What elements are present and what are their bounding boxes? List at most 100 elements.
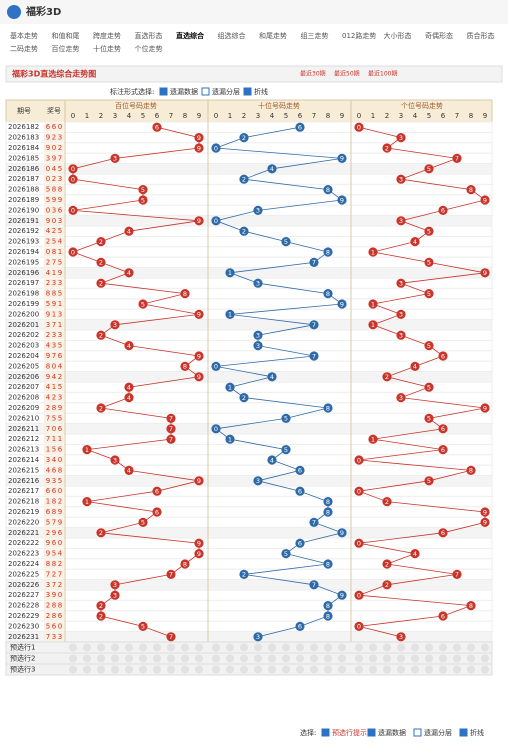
preselect-ball[interactable] <box>167 643 175 652</box>
preselect-ball[interactable] <box>369 643 377 652</box>
preselect-ball[interactable] <box>240 654 248 663</box>
nav-tab[interactable]: 和值和尾 <box>52 31 80 40</box>
preselect-ball[interactable] <box>195 643 203 652</box>
preselect-ball[interactable] <box>481 643 489 652</box>
preselect-ball[interactable] <box>195 665 203 674</box>
preselect-ball[interactable] <box>111 654 119 663</box>
preselect-ball[interactable] <box>282 665 290 674</box>
preselect-ball[interactable] <box>355 665 363 674</box>
preselect-ball[interactable] <box>139 643 147 652</box>
preselect-ball[interactable] <box>425 665 433 674</box>
nav-tab[interactable]: 奇偶形态 <box>425 31 453 40</box>
checkbox[interactable] <box>321 728 330 737</box>
preselect-ball[interactable] <box>139 665 147 674</box>
preselect-ball[interactable] <box>397 654 405 663</box>
preselect-ball[interactable] <box>212 654 220 663</box>
preselect-ball[interactable] <box>338 643 346 652</box>
preselect-ball[interactable] <box>453 665 461 674</box>
checkbox[interactable] <box>159 87 168 96</box>
nav-tab[interactable]: 和尾走势 <box>259 31 287 40</box>
preselect-ball[interactable] <box>324 665 332 674</box>
range-link[interactable]: 最近30期 <box>300 70 326 78</box>
range-link[interactable]: 最近100期 <box>368 70 397 78</box>
preselect-ball[interactable] <box>481 665 489 674</box>
preselect-ball[interactable] <box>111 665 119 674</box>
preselect-ball[interactable] <box>369 665 377 674</box>
preselect-ball[interactable] <box>397 665 405 674</box>
preselect-ball[interactable] <box>97 643 105 652</box>
preselect-ball[interactable] <box>226 665 234 674</box>
preselect-ball[interactable] <box>97 665 105 674</box>
preselect-ball[interactable] <box>268 654 276 663</box>
checkbox[interactable] <box>201 87 210 96</box>
preselect-ball[interactable] <box>212 665 220 674</box>
preselect-ball[interactable] <box>69 654 77 663</box>
preselect-ball[interactable] <box>355 654 363 663</box>
preselect-ball[interactable] <box>439 665 447 674</box>
preselect-ball[interactable] <box>411 665 419 674</box>
nav-tab[interactable]: 质合形态 <box>467 31 495 40</box>
preselect-ball[interactable] <box>181 665 189 674</box>
preselect-ball[interactable] <box>425 654 433 663</box>
preselect-ball[interactable] <box>97 654 105 663</box>
preselect-ball[interactable] <box>254 643 262 652</box>
preselect-ball[interactable] <box>83 643 91 652</box>
checkbox[interactable] <box>413 728 422 737</box>
preselect-ball[interactable] <box>125 665 133 674</box>
preselect-ball[interactable] <box>254 665 262 674</box>
nav-tab[interactable]: 组选综合 <box>218 31 246 40</box>
preselect-ball[interactable] <box>467 654 475 663</box>
preselect-ball[interactable] <box>195 654 203 663</box>
preselect-ball[interactable] <box>282 643 290 652</box>
preselect-ball[interactable] <box>369 654 377 663</box>
preselect-ball[interactable] <box>296 643 304 652</box>
preselect-ball[interactable] <box>439 654 447 663</box>
preselect-ball[interactable] <box>240 665 248 674</box>
preselect-ball[interactable] <box>383 654 391 663</box>
preselect-ball[interactable] <box>383 643 391 652</box>
checkbox[interactable] <box>459 728 468 737</box>
preselect-ball[interactable] <box>338 665 346 674</box>
preselect-ball[interactable] <box>167 654 175 663</box>
preselect-ball[interactable] <box>324 654 332 663</box>
preselect-ball[interactable] <box>324 643 332 652</box>
preselect-ball[interactable] <box>139 654 147 663</box>
nav-tab[interactable]: 百位走势 <box>52 44 80 53</box>
preselect-ball[interactable] <box>439 643 447 652</box>
preselect-ball[interactable] <box>397 643 405 652</box>
preselect-ball[interactable] <box>338 654 346 663</box>
preselect-ball[interactable] <box>83 665 91 674</box>
preselect-ball[interactable] <box>125 643 133 652</box>
preselect-ball[interactable] <box>453 643 461 652</box>
preselect-ball[interactable] <box>268 643 276 652</box>
preselect-ball[interactable] <box>69 665 77 674</box>
preselect-ball[interactable] <box>125 654 133 663</box>
preselect-ball[interactable] <box>310 665 318 674</box>
nav-tab[interactable]: 二码走势 <box>10 44 38 53</box>
range-link[interactable]: 最近50期 <box>334 70 360 78</box>
nav-tab[interactable]: 大小形态 <box>384 31 412 40</box>
preselect-ball[interactable] <box>212 643 220 652</box>
preselect-ball[interactable] <box>69 643 77 652</box>
preselect-ball[interactable] <box>254 654 262 663</box>
nav-tab[interactable]: 跨度走势 <box>93 31 121 40</box>
preselect-ball[interactable] <box>453 654 461 663</box>
preselect-ball[interactable] <box>83 654 91 663</box>
nav-tab[interactable]: 直选形态 <box>135 31 163 40</box>
preselect-ball[interactable] <box>153 654 161 663</box>
preselect-ball[interactable] <box>167 665 175 674</box>
preselect-ball[interactable] <box>310 654 318 663</box>
nav-tab[interactable]: 组三走势 <box>301 31 329 40</box>
preselect-ball[interactable] <box>467 665 475 674</box>
preselect-ball[interactable] <box>226 643 234 652</box>
preselect-ball[interactable] <box>296 665 304 674</box>
preselect-ball[interactable] <box>240 643 248 652</box>
preselect-ball[interactable] <box>467 643 475 652</box>
nav-tab[interactable]: 直选综合 <box>176 31 205 40</box>
preselect-ball[interactable] <box>296 654 304 663</box>
preselect-ball[interactable] <box>310 643 318 652</box>
nav-tab[interactable]: 012路走势 <box>342 31 376 40</box>
preselect-ball[interactable] <box>411 654 419 663</box>
preselect-ball[interactable] <box>153 643 161 652</box>
preselect-ball[interactable] <box>383 665 391 674</box>
